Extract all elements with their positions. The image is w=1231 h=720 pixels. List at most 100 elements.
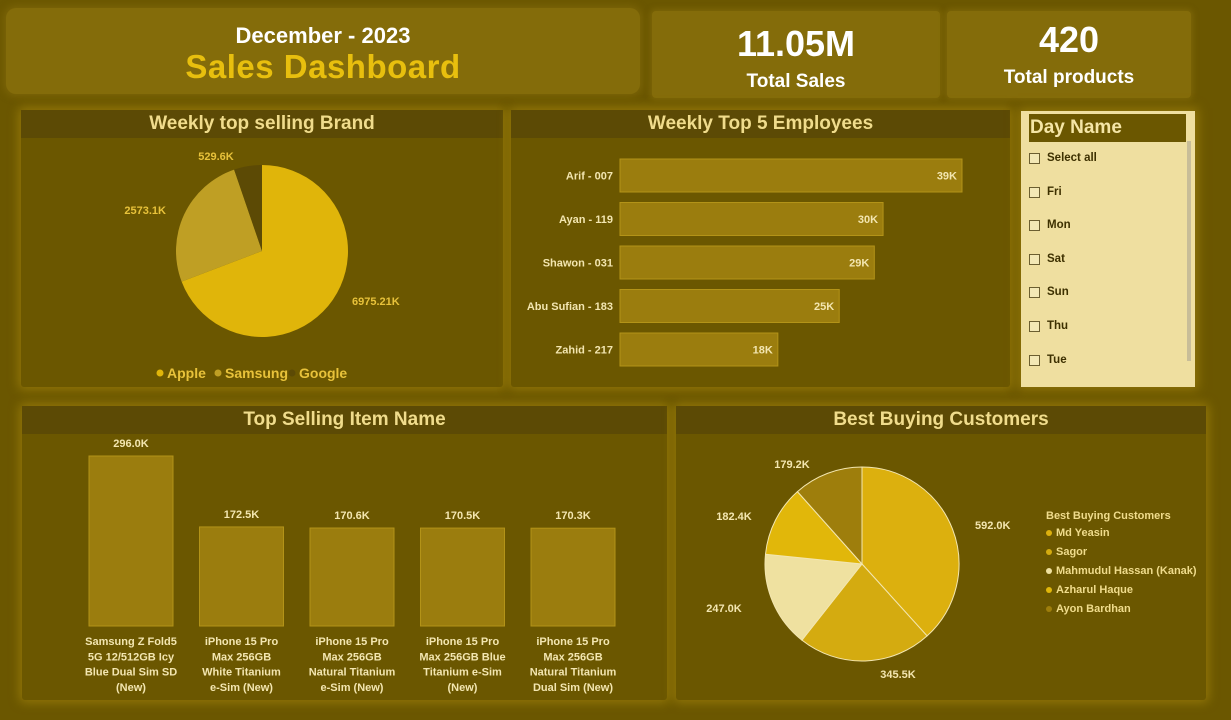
pie-slice-mahmudul-hassan-kanak[interactable] [764,553,863,641]
category-label: iPhone 15 Pro [536,636,610,648]
kpi-total-products: 420 Total products [947,11,1191,98]
category-label: Zahid - 217 [556,345,613,357]
legend-dot [1046,549,1052,555]
pie-slice-md-yeasin[interactable] [861,466,960,637]
bar-item-4[interactable] [420,527,505,627]
slicer-item-sat[interactable]: Sat [1029,253,1065,265]
legend-dot [214,369,222,377]
data-label: 30K [858,214,878,226]
legend-label: Sagor [1056,546,1088,558]
data-label: 6975.21K [352,296,400,308]
category-label: Natural Titanium [530,667,617,679]
legend-dot [1046,606,1052,612]
kpi-total-products-label: Total products [1003,67,1135,88]
checkbox-icon[interactable] [1029,320,1040,332]
slicer-item-label: Thu [1047,320,1069,332]
category-label: (New) [116,682,146,694]
bar-item-3[interactable] [309,527,395,627]
category-label: e-Sim (New) [321,682,384,694]
legend-label[interactable]: Samsung [225,365,288,381]
bar-item-2[interactable] [199,526,284,627]
category-label: iPhone 15 Pro [426,636,500,648]
items-bar-chart: 296.0K Samsung Z Fold5 5G 12/512GB Icy Blue… [85,438,617,694]
data-label: 170.3K [555,510,591,522]
checkbox-icon[interactable] [1029,186,1040,198]
legend-dot [1046,568,1052,574]
checkbox-icon[interactable] [1029,219,1040,231]
category-label: Titanium e-Sim [423,667,502,679]
data-label: 179.2K [774,459,810,471]
category-label: 5G 12/512GB Icy [88,651,175,663]
category-label: Max 256GB [212,651,271,663]
bar-shawon-031[interactable] [619,245,875,280]
pie-slice-ayon-bardhan[interactable] [796,466,863,566]
employees-bar-chart: Arif - 007 39K Ayan - 119 30K Shawon - 031 29… [527,158,963,367]
data-label: 2573.1K [124,205,166,217]
category-label: Ayan - 119 [559,214,613,226]
legend-item-md-yeasin[interactable]: Md Yeasin [1046,527,1110,539]
brand-pie-chart: 6975.21K 2573.1K 529.6K Apple Samsung Google [124,151,400,381]
category-label: iPhone 15 Pro [315,636,389,648]
data-label: 170.6K [334,510,370,522]
legend-label[interactable]: Google [299,365,347,381]
pie-slice-google[interactable] [234,165,262,251]
data-label: 39K [937,171,957,183]
category-label: Max 256GB Blue [419,651,505,663]
bar-item-1[interactable] [88,455,174,627]
employees-bar-title: Weekly Top 5 Employees [511,110,1010,138]
checkbox-icon[interactable] [1029,354,1040,366]
items-bar-panel: Top Selling Item Name 296.0K Samsung Z Fo… [22,406,667,700]
legend-label: Mahmudul Hassan (Kanak) [1056,565,1197,577]
slicer-item-thu[interactable]: Thu [1029,320,1068,332]
category-label: Samsung Z Fold5 [85,636,177,648]
data-label: 247.0K [706,603,742,615]
data-label: 345.5K [880,669,916,681]
bar-item-5[interactable] [530,527,616,627]
category-label: Dual Sim (New) [533,682,613,694]
slicer-item-sun[interactable]: Sun [1029,286,1069,298]
legend-label[interactable]: Apple [167,365,206,381]
bar-abu-sufian-183[interactable] [619,289,840,323]
legend-item-mahmudul-hassan-kanak[interactable]: Mahmudul Hassan (Kanak) [1046,565,1197,577]
slicer-item-label: Tue [1047,354,1067,366]
data-label: 182.4K [716,511,752,523]
checkbox-icon[interactable] [1029,253,1040,265]
checkbox-icon[interactable] [1029,152,1040,164]
brand-pie-panel: Weekly top selling Brand 6975.21K 2573.1K… [21,110,503,387]
period-label: December - 2023 [235,23,411,48]
data-label: 592.0K [975,520,1011,532]
legend-item-sagor[interactable]: Sagor [1046,546,1087,558]
pie-slice-azharul-haque[interactable] [764,490,864,565]
employees-bar-panel: Weekly Top 5 Employees Arif - 007 39K Ayan… [511,110,1010,387]
pie-slice-samsung[interactable] [175,169,262,282]
slicer-item-mon[interactable]: Mon [1029,219,1071,231]
data-label: 18K [753,345,773,357]
data-label: 296.0K [113,438,149,450]
data-label: 170.5K [445,510,481,522]
legend-dot [1046,587,1052,593]
category-label: e-Sim (New) [210,682,273,694]
checkbox-icon[interactable] [1029,286,1040,298]
legend-item-azharul-haque[interactable]: Azharul Haque [1046,584,1133,596]
slicer-item-label: Mon [1047,219,1071,231]
pie-slice-sagor[interactable] [801,563,928,662]
slicer-item-fri[interactable]: Fri [1029,186,1062,198]
day-name-slicer: Day Name Select all Fri Mon Sat Sun Thu … [1021,111,1195,387]
slicer-item-tue[interactable]: Tue [1029,354,1067,366]
customers-pie-title: Best Buying Customers [676,406,1206,434]
slicer-title: Day Name [1029,114,1186,142]
slicer-item-label: Sun [1047,286,1069,298]
bar-arif-007[interactable] [619,158,963,193]
bar-ayan-119[interactable] [619,202,884,236]
slicer-item-select-all[interactable]: Select all [1029,152,1097,164]
bar-zahid-217[interactable] [619,332,779,367]
legend-dot [288,369,296,377]
slicer-scrollbar[interactable] [1187,141,1191,361]
legend-dot [1046,530,1052,536]
legend-label: Md Yeasin [1056,527,1110,539]
legend-item-ayon-bardhan[interactable]: Ayon Bardhan [1046,603,1131,615]
pie-slice-apple[interactable] [181,165,348,337]
items-bar-title: Top Selling Item Name [22,406,667,434]
category-label: Natural Titanium [309,667,396,679]
kpi-total-sales: 11.05M Total Sales [652,11,940,98]
